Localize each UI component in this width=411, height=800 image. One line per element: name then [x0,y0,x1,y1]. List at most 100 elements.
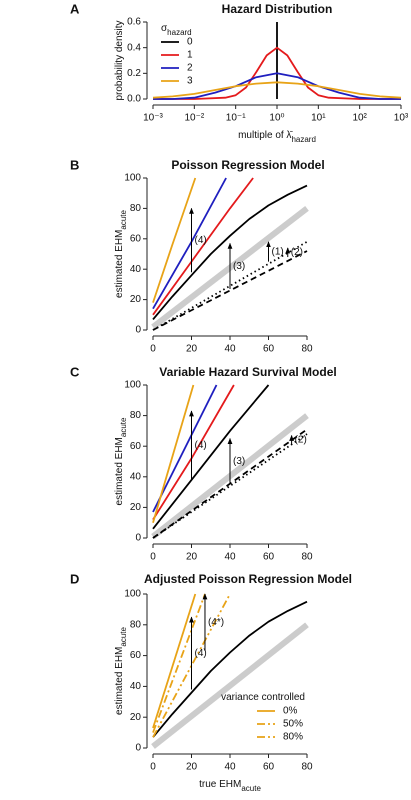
x-tick-label: 40 [224,344,236,355]
x-axis-label-sub: acute [241,784,261,793]
y-axis-label: estimated EHMacute [114,417,128,505]
series-line [152,250,308,331]
x-tick-label: 0 [150,762,156,773]
y-tick-label: 40 [130,681,142,692]
y-axis-label: probability density [114,20,125,100]
y-tick-label: 60 [130,441,142,452]
legend-title: σhazard [161,23,192,37]
annotation-label: (2) [291,247,303,258]
x-tick-label: 80 [301,552,313,563]
legend-label: 80% [283,732,303,743]
x-tick-label: 20 [186,552,198,563]
panel-letter: A [70,1,80,16]
legend-label: 2 [187,63,193,74]
y-tick-label: 20 [130,502,142,513]
legend-title-main: σ [161,23,168,34]
annotation-label: (1) [272,246,284,257]
series-line [151,622,309,749]
y-tick-label: 0.0 [127,94,141,105]
annotation-label: (3) [233,456,245,467]
x-tick-label: 10⁰ [269,113,284,124]
annotation-label: (2) [295,435,307,446]
x-tick-label: 0 [150,344,156,355]
series-line [152,384,195,523]
annotation-label: (4) [195,235,207,246]
series-line [152,384,235,521]
y-tick-label: 100 [124,380,141,391]
y-tick-label: 100 [124,589,141,600]
x-axis-label-sub: hazard [291,135,315,144]
legend-title-main: variance controlled [221,692,305,703]
series-line [152,177,254,316]
y-axis-label-main: estimated EHM [114,230,125,298]
y-tick-label: 0.4 [127,42,141,53]
legend-label: 50% [283,719,303,730]
series-line [152,593,206,733]
chart-title: Poisson Regression Model [171,158,324,172]
x-tick-label: 10³ [394,113,409,124]
x-tick-label: 60 [263,762,275,773]
y-tick-label: 80 [130,203,142,214]
series-line [152,600,308,738]
series-line [152,593,197,729]
x-tick-label: 40 [224,762,236,773]
y-tick-label: 60 [130,233,142,244]
panel-letter: D [70,571,79,586]
x-tick-label: 60 [263,552,275,563]
y-tick-label: 0.2 [127,68,141,79]
x-tick-label: 60 [263,344,275,355]
legend-label: 1 [187,50,193,61]
x-tick-label: 20 [186,344,198,355]
y-tick-label: 20 [130,712,142,723]
x-axis-label-main: true EHM [199,779,241,790]
y-axis-label-sub: acute [119,209,128,229]
y-axis-label: estimated EHMacute [114,209,128,297]
series-line [152,384,270,530]
x-tick-label: 80 [301,344,313,355]
y-axis-label-main: estimated EHM [114,437,125,505]
y-tick-label: 40 [130,471,142,482]
panel-letter: B [70,157,79,172]
series-line [152,177,227,310]
legend-title: variance controlled [221,692,305,703]
y-axis-label-main: probability density [114,20,125,100]
x-tick-label: 40 [224,552,236,563]
legend-label: 0 [187,37,193,48]
series-line [152,184,308,320]
x-tick-label: 20 [186,762,198,773]
series-line [152,81,402,99]
y-axis-label: estimated EHMacute [114,626,128,714]
chart-title: Adjusted Poisson Regression Model [144,572,352,586]
y-tick-label: 0 [135,743,141,754]
y-tick-label: 60 [130,650,142,661]
legend-label: 3 [187,76,193,87]
x-tick-label: 10⁻³ [143,113,163,124]
chart-title: Variable Hazard Survival Model [159,365,336,379]
series-line [152,384,218,513]
y-tick-label: 100 [124,173,141,184]
y-tick-label: 80 [130,410,142,421]
annotation-label: (4) [195,648,207,659]
y-axis-label-sub: acute [119,626,128,646]
legend-label: 0% [283,706,298,717]
series-line [152,177,197,303]
x-axis-label: multiple of λ̄hazard [238,130,316,144]
panel-letter: C [70,364,80,379]
x-axis-label: true EHMacute [199,779,261,793]
y-tick-label: 20 [130,294,142,305]
y-tick-label: 0 [135,325,141,336]
x-tick-label: 0 [150,552,156,563]
annotation-label: (3) [233,261,245,272]
y-tick-label: 40 [130,264,142,275]
x-tick-label: 10⁻² [184,113,204,124]
annotation-label: (4*) [208,617,224,628]
series-line [153,46,401,100]
y-tick-label: 80 [130,619,142,630]
series-line [152,593,231,738]
x-tick-label: 10⁻¹ [226,113,246,124]
x-tick-label: 10² [352,113,367,124]
series-line [153,72,401,100]
y-tick-label: 0.6 [127,17,141,28]
x-axis-label-main: multiple of λ̄ [238,130,293,141]
